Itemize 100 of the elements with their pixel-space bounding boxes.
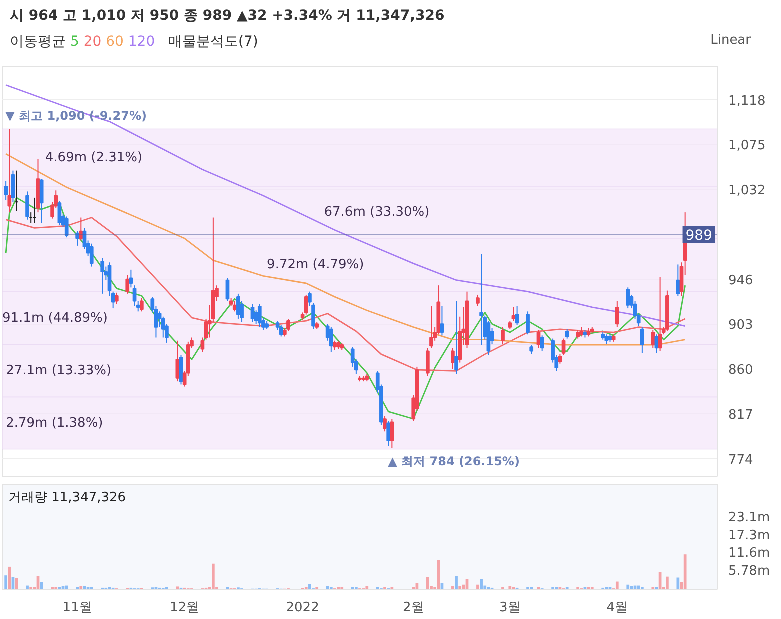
candlestick: [658, 276, 662, 352]
band-label: 2.79m (1.38%): [6, 416, 104, 431]
y-tick-label: 774: [728, 452, 754, 468]
candlestick: [258, 304, 262, 328]
candlestick: [129, 269, 134, 288]
x-tick-label: 12월: [170, 600, 200, 616]
band-label: 67.6m (33.30%): [324, 205, 430, 220]
bar: [508, 586, 512, 590]
bar: [308, 584, 312, 590]
line-series: [5, 84, 686, 327]
bar: [8, 566, 12, 590]
candlestick: [558, 354, 562, 364]
bar: [366, 586, 369, 590]
band-label: 91.1m (44.89%): [2, 310, 108, 326]
candlestick: [140, 298, 144, 312]
text: Linear: [710, 32, 751, 50]
candlestick: [329, 326, 334, 353]
y-tick-label: 5.78m: [728, 564, 770, 580]
y-tick-label: 17.3m: [728, 528, 770, 544]
x-tick-label: 4월: [606, 600, 628, 616]
text: 매물분석도(7): [168, 34, 258, 50]
candlestick: [386, 420, 391, 447]
x-tick-label: 2월: [402, 600, 424, 616]
y-tick-label: 946: [728, 273, 754, 288]
candlestick: [626, 287, 630, 310]
y-tick-label: 1,032: [728, 184, 766, 199]
bar: [80, 586, 83, 590]
candlestick: [440, 306, 444, 336]
candlestick: [676, 264, 680, 297]
band-label: 27.1m (13.33%): [6, 364, 112, 379]
candlestick: [654, 334, 659, 354]
band-label: 9.72m (4.79%): [267, 258, 364, 273]
candlestick: [536, 330, 541, 349]
annotation: ▲ 최저 784 (26.15%): [388, 454, 520, 468]
bar: [212, 564, 215, 590]
candlestick: [100, 258, 105, 294]
candlestick: [179, 354, 184, 386]
candlestick: [79, 217, 84, 242]
bar: [480, 579, 483, 590]
candlestick: [580, 326, 584, 338]
text: 거래량 11,347,326: [8, 490, 126, 506]
candlestick: [501, 326, 505, 345]
bar: [437, 560, 440, 590]
candlestick: [76, 230, 80, 246]
candlestick: [651, 330, 656, 349]
bar: [326, 586, 330, 590]
candlestick: [390, 418, 394, 449]
candlestick: [640, 326, 644, 354]
candlestick: [58, 200, 62, 226]
bar: [476, 584, 480, 590]
y-tick-label: 1,075: [728, 138, 766, 154]
y-tick-label: 1,118: [728, 94, 766, 109]
bar: [637, 586, 640, 590]
candlestick: [279, 324, 284, 338]
text: 20: [84, 34, 102, 50]
candlestick: [562, 338, 566, 356]
candlestick: [8, 128, 12, 214]
band-label: 4.69m (2.31%): [45, 150, 143, 166]
chart-title: 시 964 고 1,010 저 950 종 989 ▲32 +3.34% 거 11,347,326: [10, 8, 445, 24]
bar: [616, 582, 619, 590]
candlestick: [250, 304, 255, 323]
candlestick: [540, 335, 544, 352]
x-tick-label: 2022: [286, 600, 320, 616]
bar: [65, 586, 68, 590]
candlestick: [383, 415, 387, 432]
candlestick: [480, 254, 484, 346]
candlestick: [226, 278, 230, 302]
candlestick: [4, 180, 8, 201]
annotation: ▼ 최고 1,090 (-9.27%): [6, 109, 147, 124]
candlestick: [176, 340, 180, 382]
candlestick: [454, 300, 458, 375]
text: 60: [106, 34, 124, 50]
bar: [458, 586, 462, 590]
bar: [452, 586, 454, 590]
x-tick-label: 11월: [62, 600, 92, 616]
candlestick: [430, 306, 434, 349]
text: 120: [128, 34, 156, 50]
candlestick: [26, 191, 30, 220]
candlestick: [515, 306, 520, 326]
bar: [626, 584, 630, 590]
candlestick: [40, 178, 44, 224]
candlestick: [11, 170, 16, 203]
candlestick: [604, 334, 609, 345]
candlestick: [526, 311, 530, 336]
candlestick: [64, 216, 69, 238]
candlestick: [565, 328, 570, 340]
x-tick-label: 3월: [500, 600, 521, 616]
candlestick: [236, 293, 240, 320]
y-tick-label: 23.1m: [728, 510, 770, 526]
bar: [176, 586, 180, 590]
ref-line-label: 989: [686, 228, 713, 244]
text: 5: [70, 34, 80, 50]
candlestick: [114, 292, 119, 305]
y-tick-label: 817: [728, 408, 754, 423]
bar: [426, 577, 430, 590]
candlestick: [426, 348, 430, 377]
candlestick: [451, 348, 455, 370]
bar: [455, 576, 458, 590]
y-tick-label: 860: [728, 363, 754, 378]
bar: [684, 554, 687, 590]
